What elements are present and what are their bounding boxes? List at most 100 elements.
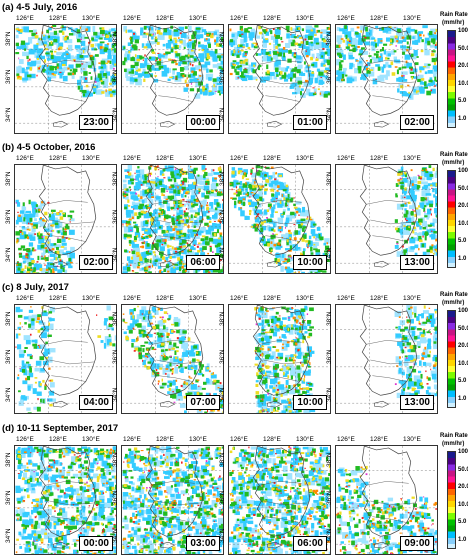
rain-echo: [282, 347, 284, 349]
rain-echo: [150, 175, 151, 177]
rain-echo: [135, 193, 137, 195]
rain-echo: [218, 90, 221, 92]
rain-echo: [43, 310, 46, 312]
rain-echo: [138, 68, 141, 71]
rain-echo: [261, 345, 264, 347]
rain-echo: [174, 317, 178, 321]
rain-echo: [175, 357, 177, 359]
rain-echo: [38, 67, 40, 69]
rain-echo: [163, 353, 165, 355]
rain-echo: [62, 64, 66, 66]
rain-echo: [124, 249, 127, 252]
rain-echo: [144, 26, 147, 30]
rain-echo: [98, 73, 102, 77]
rain-echo: [329, 25, 330, 27]
rain-echo: [410, 345, 414, 349]
rain-echo: [208, 191, 209, 192]
rain-echo: [306, 50, 307, 52]
rain-echo: [299, 322, 301, 323]
rain-echo: [425, 236, 427, 241]
rain-echo: [49, 214, 51, 218]
rain-echo: [124, 234, 127, 238]
rain-echo: [134, 308, 136, 311]
rain-echo: [178, 45, 180, 47]
rain-echo: [262, 409, 264, 410]
time-label: 01:00: [293, 115, 327, 130]
rain-echo: [432, 374, 437, 380]
rain-echo: [175, 77, 176, 79]
rain-echo: [289, 359, 293, 361]
rain-echo: [435, 338, 437, 341]
rain-echo: [283, 325, 286, 327]
rain-echo: [282, 261, 285, 262]
rain-echo: [414, 232, 417, 235]
rain-echo: [193, 345, 197, 348]
rain-echo: [391, 62, 394, 66]
rain-echo: [26, 248, 30, 252]
rain-echo: [144, 365, 146, 368]
rain-echo: [436, 203, 437, 205]
rain-echo: [339, 64, 342, 68]
rain-echo: [36, 75, 37, 77]
rain-echo: [64, 37, 67, 41]
rain-echo: [35, 208, 37, 209]
rain-echo: [29, 515, 32, 518]
rain-echo: [320, 34, 322, 38]
rain-echo: [38, 221, 43, 224]
rain-echo: [288, 385, 290, 389]
rain-echo: [221, 61, 223, 65]
rain-echo: [426, 376, 428, 379]
rain-echo: [273, 55, 278, 59]
rain-echo: [249, 210, 252, 213]
rain-echo: [243, 202, 246, 206]
rain-echo: [259, 32, 262, 35]
rain-echo: [289, 410, 292, 412]
rain-echo: [29, 30, 33, 32]
rain-echo: [425, 370, 426, 372]
rain-echo: [29, 200, 31, 204]
rain-echo: [303, 388, 306, 390]
rain-echo: [52, 212, 53, 214]
rain-echo: [125, 337, 129, 340]
rain-echo: [139, 200, 140, 201]
rain-echo: [209, 246, 211, 247]
colorbar-tick: 1.0: [458, 256, 466, 262]
rain-echo: [173, 267, 175, 269]
longitude-label: 126°E: [337, 155, 355, 162]
rain-echo: [22, 232, 24, 235]
rain-echo: [315, 92, 316, 94]
rain-echo: [181, 235, 184, 236]
rain-echo: [377, 76, 384, 82]
rain-echo: [311, 64, 314, 67]
rain-echo: [163, 177, 165, 178]
rain-echo: [261, 185, 264, 187]
rain-echo: [174, 402, 176, 403]
rain-rate-colorbar: [447, 170, 456, 268]
rain-echo: [36, 270, 37, 271]
rain-echo: [281, 41, 283, 42]
rain-echo: [66, 54, 68, 55]
rain-echo: [298, 27, 300, 30]
time-label: 02:00: [79, 255, 113, 270]
rain-echo: [287, 208, 290, 211]
rain-echo: [97, 335, 101, 338]
rain-echo: [182, 330, 186, 333]
rain-echo: [411, 54, 413, 58]
rain-echo: [69, 33, 73, 35]
rain-echo: [344, 25, 347, 29]
rain-echo: [141, 184, 143, 186]
rain-echo: [174, 59, 175, 60]
rain-echo: [133, 328, 134, 330]
rain-echo: [164, 355, 166, 357]
rain-echo: [329, 46, 330, 47]
rain-echo: [285, 259, 287, 261]
rain-echo: [136, 256, 139, 257]
rain-echo: [199, 69, 201, 71]
rain-echo: [390, 39, 392, 42]
rain-echo: [37, 261, 39, 262]
rain-echo: [144, 61, 147, 67]
rain-echo: [283, 197, 285, 200]
rain-echo: [304, 39, 306, 41]
rain-echo: [66, 224, 69, 226]
rain-echo: [147, 220, 148, 222]
